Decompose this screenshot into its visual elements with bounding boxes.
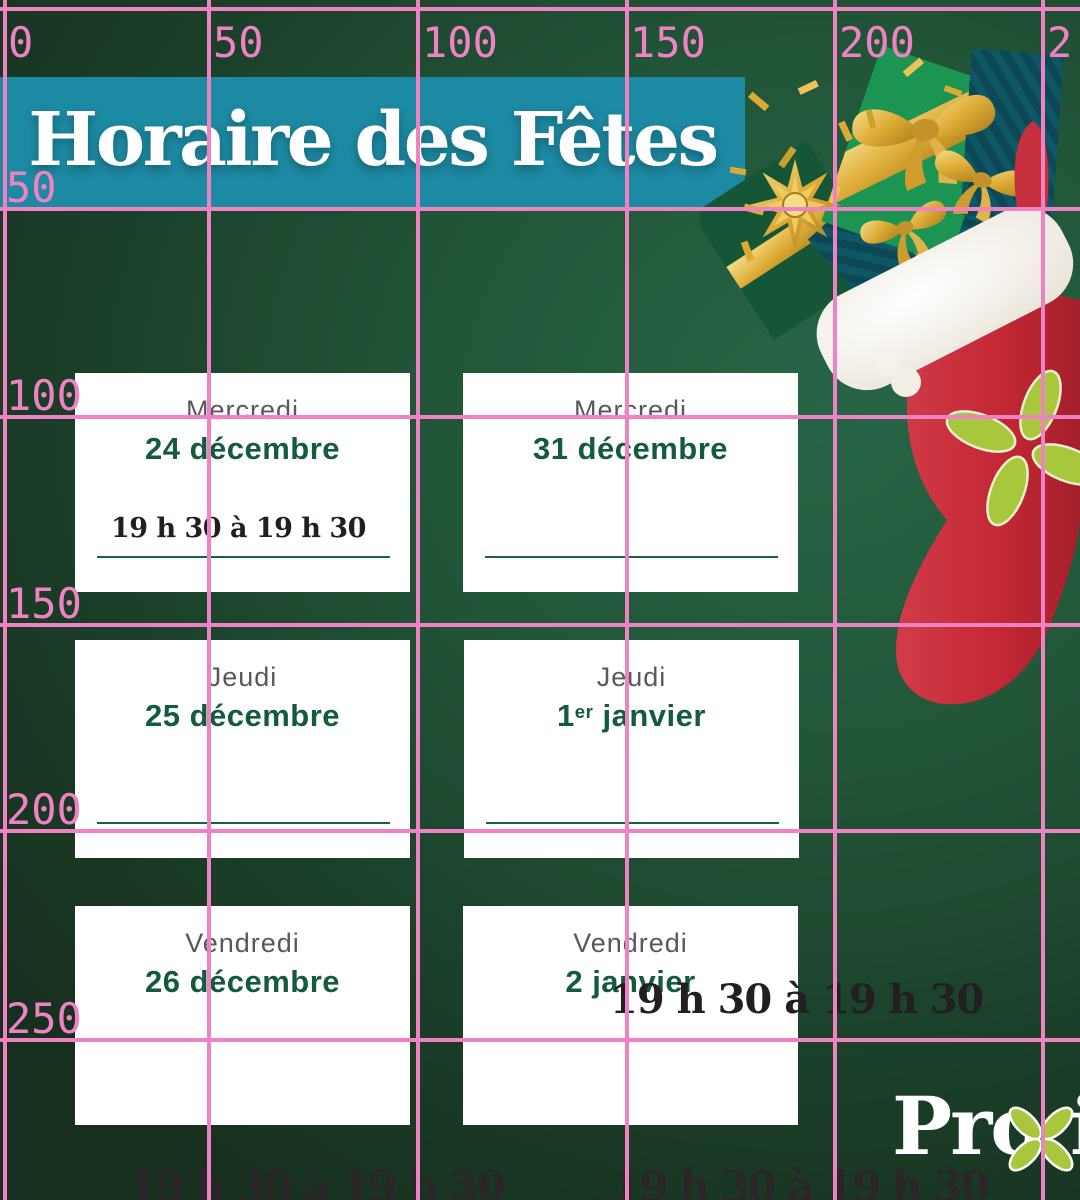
stocking-loop [1014,121,1049,216]
grid-vline-0 [3,0,7,1200]
grid-vline-150 [625,0,629,1200]
page-title: Horaire des Fêtes [28,97,719,183]
grid-vline-100 [416,0,420,1200]
grid-label-y50: 50 [6,163,57,212]
confetti [729,57,963,262]
grid-hline-200 [0,829,1080,833]
card-day: Mercredi [573,395,688,425]
grid-hline-100 [0,415,1080,419]
grid-label-x100: 100 [422,18,498,67]
grid-label-y250: 250 [6,994,82,1043]
schedule-card-dec26: Vendredi 26 décembre [75,906,410,1125]
card-date: 26 décembre [144,964,341,999]
proxim-flower-icon [1008,1106,1074,1172]
card-day: Vendredi [185,928,300,958]
schedule-card-dec25: Jeudi 25 décembre [75,640,410,858]
grid-hline-0 [0,7,1080,11]
schedule-card-dec24: Mercredi 24 décembre 19 h 30 à 19 h 30 [75,373,410,592]
stocking-body [896,252,1080,705]
star-bow [749,159,841,251]
grid-label-x50: 50 [213,18,264,67]
grid-label-x250: 2 [1047,18,1073,67]
title-banner: Horaire des Fêtes [0,77,745,209]
card-underline [97,822,390,824]
time-text-overlay: 19 h 30 à 19 h 30 [610,976,984,1023]
grid-label-y150: 150 [6,579,82,628]
card-date: 24 décembre [144,431,341,466]
schedule-card-dec31: Mercredi 31 décembre [463,373,798,592]
grid-hline-50 [0,207,1080,211]
card-day: Vendredi [573,928,688,958]
card-underline [486,822,779,824]
proxim-logo-i: i [1070,1086,1080,1166]
card-date: 2 janvier [565,964,696,999]
stocking-flower [945,369,1080,527]
schedule-card-jan1: Jeudi 1er janvier [464,640,799,858]
grid-label-x0: 0 [8,18,34,67]
card-date: 1er janvier [557,698,706,733]
grid-hline-250 [0,1038,1080,1042]
grid-label-y100: 100 [6,371,82,420]
stocking-cuff [816,207,1074,391]
card-day: Mercredi [185,395,300,425]
card-date: 25 décembre [144,698,341,733]
grid-label-x150: 150 [630,18,706,67]
grid-vline-200 [833,0,837,1200]
card-underline [485,556,778,558]
card-time: 19 h 30 à 19 h 30 [111,513,366,544]
time-text-bottom-left: 19 h 30 à 19 h 30 [128,1162,506,1200]
schedule-card-jan2: Vendredi 2 janvier [463,906,798,1125]
card-date: 31 décembre [532,431,729,466]
card-day: Jeudi [207,662,278,692]
time-text-bottom-right: 19 h 30 à 19 h 30 [612,1162,990,1200]
grid-vline-250 [1041,0,1045,1200]
grid-label-x200: 200 [839,18,915,67]
grid-label-y200: 200 [6,785,82,834]
gift-box-dark-green [700,140,888,340]
card-underline [97,556,390,558]
grid-vline-50 [207,0,211,1200]
grid-hline-150 [0,623,1080,627]
card-day: Jeudi [596,662,667,692]
